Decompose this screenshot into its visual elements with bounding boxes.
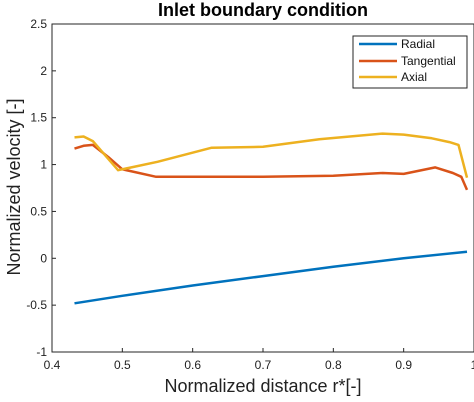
- y-tick-label: 2: [40, 64, 47, 78]
- series-line-axial: [74, 132, 469, 179]
- x-tick-label: 0.7: [255, 358, 272, 372]
- y-axis-title: Normalized velocity [-]: [4, 98, 24, 275]
- x-tick-label: 0.6: [184, 358, 201, 372]
- series-layer: [74, 132, 469, 305]
- x-tick-label: 0.4: [44, 358, 61, 372]
- series-line-radial: [74, 250, 468, 305]
- x-tick-label: 0.8: [325, 358, 342, 372]
- x-tick-label: 0.5: [114, 358, 131, 372]
- y-tick-label: 0: [40, 251, 47, 265]
- legend-label-axial: Axial: [401, 70, 427, 84]
- x-axis-title: Normalized distance r*[-]: [164, 376, 361, 396]
- y-tick-label: 2.5: [30, 17, 47, 31]
- y-tick-label: 1: [40, 158, 47, 172]
- x-tick-label: 0.9: [395, 358, 412, 372]
- y-axis: -1 -0.5 0 0.5 1 1.5 2 2.5: [26, 17, 56, 359]
- legend-label-radial: Radial: [401, 37, 435, 51]
- y-tick-label: -0.5: [26, 298, 47, 312]
- y-tick-label: 1.5: [30, 111, 47, 125]
- chart-title: Inlet boundary condition: [158, 0, 368, 20]
- x-tick-label: 1: [471, 358, 474, 372]
- x-axis: 0.4 0.5 0.6 0.7 0.8 0.9 1: [44, 348, 474, 372]
- series-line-tangential: [74, 143, 469, 191]
- y-tick-label: -1: [36, 345, 47, 359]
- legend-label-tangential: Tangential: [401, 54, 456, 68]
- legend: Radial Tangential Axial: [352, 35, 468, 89]
- y-tick-label: 0.5: [30, 204, 47, 218]
